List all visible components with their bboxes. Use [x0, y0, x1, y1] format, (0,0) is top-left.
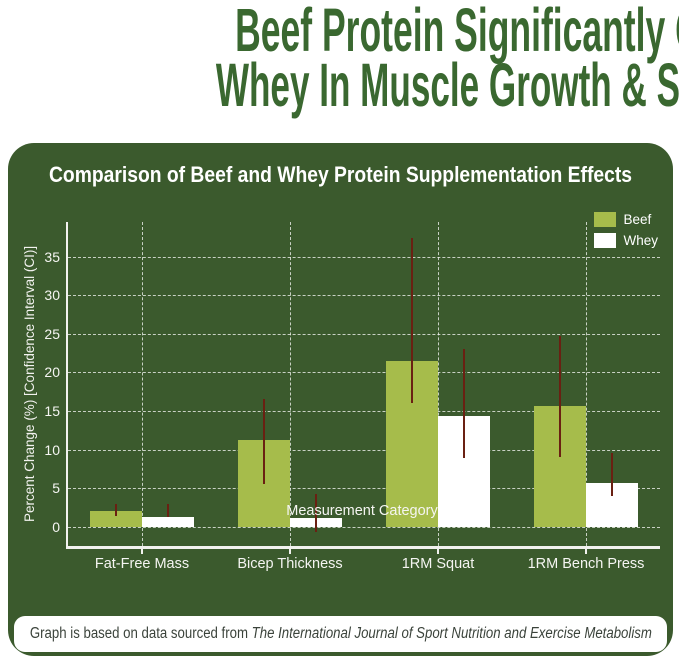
- gridline-horizontal: [68, 411, 660, 412]
- error-bar-whey: [463, 349, 465, 459]
- gridline-horizontal: [68, 295, 660, 297]
- error-bar-whey: [315, 494, 317, 533]
- heading-line-2: Whey In Muscle Growth & Strength: [0, 51, 679, 119]
- x-tick-label: 1RM Squat: [401, 556, 475, 572]
- error-bar-whey: [611, 452, 613, 496]
- gridline-horizontal: [68, 372, 660, 374]
- legend-swatch-whey: [594, 233, 617, 248]
- chart-panel: Comparison of Beef and Whey Protein Supp…: [8, 143, 673, 656]
- y-axis-label: Percent Change (%) [Confidence Interval …: [22, 245, 37, 523]
- y-tick-label: 0: [52, 518, 60, 535]
- error-bar-beef: [115, 504, 117, 516]
- plot-area: Beef Whey Fat-Free Mass Bicep Thickness 1RM…: [44, 212, 660, 572]
- gridline-horizontal: [68, 449, 660, 451]
- legend-swatch-beef: [594, 212, 617, 227]
- heading-line-1-text: Beef Protein Significantly Outperforms: [235, 0, 679, 64]
- source-note-text: Graph is based on data sourced from The …: [30, 625, 652, 643]
- legend-item-whey: Whey: [594, 233, 658, 248]
- gridline-horizontal: [68, 488, 660, 490]
- source-note-regular: Graph is based on data sourced from: [29, 625, 252, 642]
- x-tick-label: Bicep Thickness: [237, 556, 343, 572]
- legend-label-whey: Whey: [623, 233, 658, 248]
- gridline-horizontal: [68, 526, 660, 528]
- y-tick-label: 30: [44, 287, 60, 304]
- error-bar-whey: [167, 504, 169, 518]
- y-tick-label: 25: [44, 325, 60, 342]
- y-tick-label: 20: [44, 364, 60, 381]
- heading-line-1: Beef Protein Significantly Outperforms: [0, 0, 679, 64]
- x-tick-mark: [289, 546, 291, 554]
- y-tick-label: 15: [44, 403, 60, 419]
- x-tick-mark: [437, 546, 439, 554]
- chart-title: Comparison of Beef and Whey Protein Supp…: [8, 162, 673, 188]
- gridline-vertical: [438, 222, 439, 546]
- gridline-horizontal: [68, 256, 660, 258]
- x-tick-mark: [585, 546, 587, 554]
- legend-item-beef: Beef: [594, 212, 658, 227]
- x-tick-mark: [141, 546, 143, 554]
- chart-title-text: Comparison of Beef and Whey Protein Supp…: [49, 162, 632, 187]
- main-heading: Beef Protein Significantly Outperforms W…: [0, 0, 679, 119]
- y-tick-label: 35: [44, 248, 60, 265]
- legend-label-beef: Beef: [623, 212, 652, 227]
- error-bar-beef: [263, 399, 265, 485]
- legend: Beef Whey: [594, 212, 658, 248]
- error-bar-beef: [411, 238, 413, 404]
- gridline-vertical: [142, 222, 143, 546]
- gridline-vertical: [586, 222, 587, 546]
- y-tick-label: 10: [44, 441, 60, 458]
- bar-whey-fat-free-mass: [142, 516, 194, 527]
- error-bar-beef: [559, 336, 561, 458]
- source-note-journal: The International Journal of Sport Nutri…: [251, 625, 652, 642]
- x-tick-label: 1RM Bench Press: [527, 556, 645, 572]
- y-tick-label: 5: [52, 480, 60, 497]
- heading-line-2-text: Whey In Muscle Growth & Strength: [215, 51, 679, 119]
- source-note: Graph is based on data sourced from The …: [14, 616, 667, 652]
- x-tick-label: Fat-Free Mass: [94, 556, 190, 572]
- gridline-vertical: [290, 222, 291, 546]
- x-axis-label: Measurement Category: [286, 503, 438, 519]
- gridline-horizontal: [68, 333, 660, 335]
- bar-beef-fat-free-mass: [90, 511, 142, 527]
